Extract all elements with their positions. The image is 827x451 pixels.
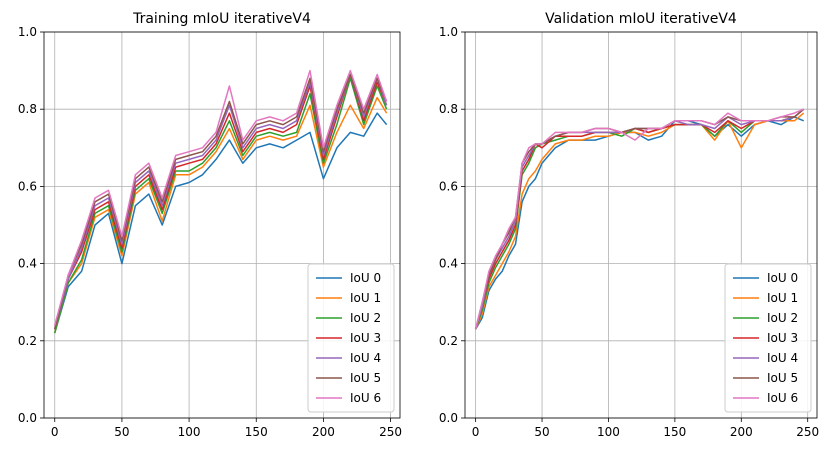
chart-title: Training mIoU iterativeV4 — [132, 11, 311, 27]
legend-label-6: IoU 6 — [350, 391, 381, 405]
y-tick-label: 0.2 — [439, 334, 458, 348]
legend-label-5: IoU 5 — [350, 371, 381, 385]
legend-box — [307, 263, 395, 413]
legend: IoU 0 IoU 1 IoU 2 IoU 3 IoU 4 IoU 5 IoU 6 — [307, 263, 395, 413]
series-line-3 — [53, 73, 388, 330]
y-tick-label: 0.6 — [439, 179, 458, 193]
x-tick-label: 150 — [663, 425, 686, 439]
series-line-1 — [53, 96, 388, 334]
series-line-6 — [474, 108, 804, 330]
legend-label-2: IoU 2 — [350, 311, 381, 325]
legend-box — [724, 263, 812, 413]
y-tick-label: 0.8 — [18, 102, 37, 116]
x-tick-label: 200 — [730, 425, 753, 439]
legend-label-1: IoU 1 — [767, 291, 798, 305]
chart-panel-1: 0 50 100 150 200 250 0.0 0.2 0.4 0.6 0.8 1.0 Validat… — [439, 11, 819, 439]
x-tick-label: 50 — [114, 425, 129, 439]
x-tick-label: 200 — [312, 425, 335, 439]
y-tick-label: 0.6 — [18, 179, 37, 193]
x-tick-label: 0 — [51, 425, 59, 439]
legend-label-6: IoU 6 — [767, 391, 798, 405]
series-line-0 — [53, 112, 388, 334]
legend-label-2: IoU 2 — [767, 311, 798, 325]
x-tick-label: 50 — [534, 425, 549, 439]
series-line-5 — [53, 73, 388, 330]
legend-label-4: IoU 4 — [350, 351, 381, 365]
legend-label-0: IoU 0 — [350, 271, 381, 285]
y-tick-label: 0.2 — [18, 334, 37, 348]
plot-frame — [464, 31, 818, 419]
legend-label-3: IoU 3 — [767, 331, 798, 345]
x-tick-label: 0 — [472, 425, 480, 439]
series-line-1 — [474, 112, 805, 330]
y-tick-label: 0.4 — [439, 257, 458, 271]
x-tick-label: 100 — [178, 425, 201, 439]
chart-title: Validation mIoU iterativeV4 — [545, 11, 737, 27]
y-tick-label: 1.0 — [18, 25, 37, 39]
legend-label-0: IoU 0 — [767, 271, 798, 285]
y-tick-label: 0.8 — [439, 102, 458, 116]
y-tick-label: 0.4 — [18, 257, 37, 271]
x-tick-label: 150 — [245, 425, 268, 439]
x-tick-label: 250 — [379, 425, 402, 439]
y-tick-label: 0.0 — [439, 411, 458, 425]
x-tick-label: 100 — [597, 425, 620, 439]
chart-panel-0: 0 50 100 150 200 250 0.0 0.2 0.4 0.6 0.8 1.0 Trainin… — [18, 11, 402, 439]
y-tick-label: 0.0 — [18, 411, 37, 425]
series-line-2 — [53, 77, 388, 334]
legend-label-5: IoU 5 — [767, 371, 798, 385]
plot-frame — [43, 31, 401, 419]
series-line-4 — [474, 108, 805, 330]
x-tick-label: 250 — [796, 425, 819, 439]
series-line-6 — [53, 69, 388, 326]
legend-label-3: IoU 3 — [350, 331, 381, 345]
legend-label-1: IoU 1 — [350, 291, 381, 305]
legend-label-4: IoU 4 — [767, 351, 798, 365]
y-tick-label: 1.0 — [439, 25, 458, 39]
series-line-4 — [53, 73, 388, 330]
legend: IoU 0 IoU 1 IoU 2 IoU 3 IoU 4 IoU 5 IoU 6 — [724, 263, 812, 413]
